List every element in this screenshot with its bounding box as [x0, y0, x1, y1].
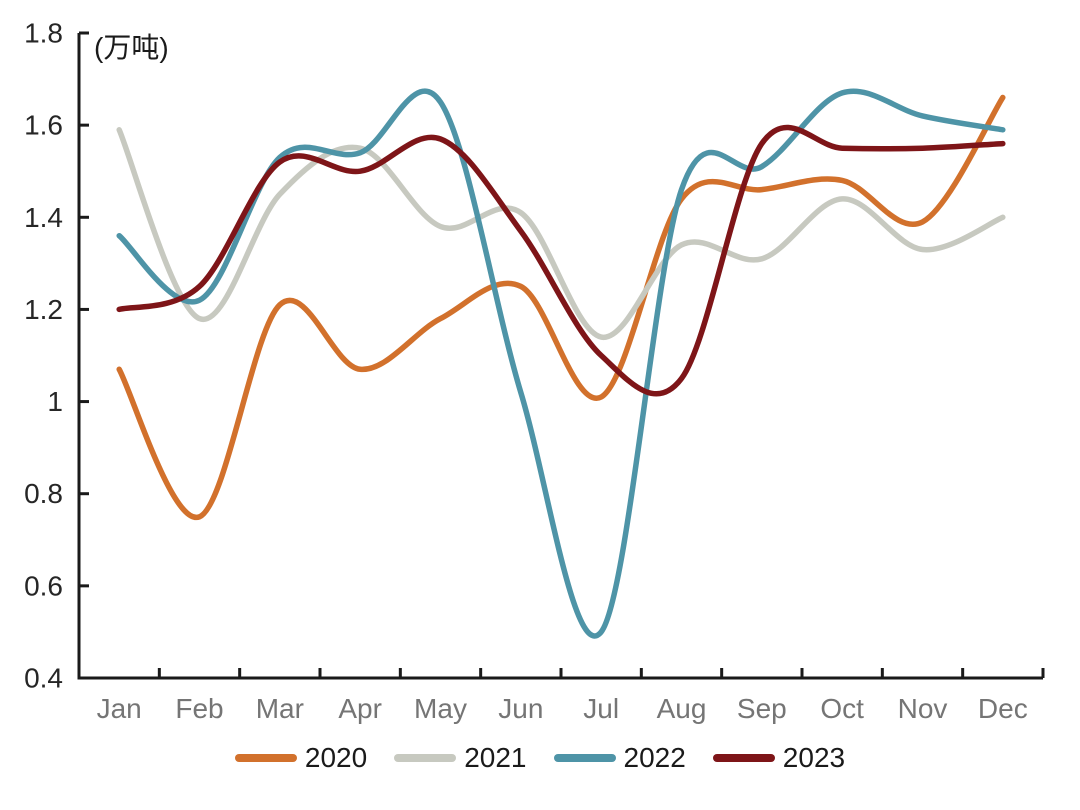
x-axis-tick-label: Apr	[338, 693, 382, 724]
x-axis-tick-label: Feb	[175, 693, 223, 724]
series-line-2021	[116, 127, 1006, 340]
legend-item-2022: 2022	[553, 742, 686, 774]
x-axis-tick-label: Nov	[898, 693, 948, 724]
series-line-2022	[116, 88, 1006, 639]
legend: 2020 2021 2022 2023	[0, 742, 1080, 774]
y-axis-tick-label: 1	[47, 386, 63, 417]
legend-label-2020: 2020	[304, 742, 368, 773]
x-axis-tick-label: Jan	[97, 693, 142, 724]
y-axis-tick-label: 0.6	[24, 570, 63, 601]
x-axis-tick-label: Jun	[498, 693, 543, 724]
legend-swatch-2020	[234, 754, 297, 762]
y-axis-tick-label: 1.2	[24, 294, 63, 325]
x-axis-tick-label: Jul	[583, 693, 619, 724]
y-axis-tick-label: 1.4	[24, 202, 63, 233]
legend-swatch-2021	[394, 754, 457, 762]
y-axis-tick-label: 1.8	[24, 18, 63, 49]
x-axis-tick-label: Mar	[256, 693, 304, 724]
x-axis-tick-label: May	[414, 693, 467, 724]
x-axis-tick-label: Dec	[978, 693, 1028, 724]
y-axis-tick-label: 1.6	[24, 110, 63, 141]
legend-label-2021: 2021	[464, 742, 527, 773]
x-axis-tick-label: Sep	[737, 693, 787, 724]
y-axis-tick-label: 0.4	[24, 663, 63, 694]
legend-item-2021: 2021	[394, 742, 527, 774]
legend-swatch-2022	[553, 754, 616, 762]
legend-label-2022: 2022	[623, 742, 686, 773]
series-line-2020	[116, 94, 1006, 520]
x-axis-tick-label: Oct	[820, 693, 864, 724]
legend-swatch-2023	[712, 754, 775, 762]
legend-label-2023: 2023	[782, 742, 846, 773]
x-axis-tick-label: Aug	[657, 693, 707, 724]
legend-item-2020: 2020	[234, 742, 368, 774]
y-axis-tick-label: 0.8	[24, 478, 63, 509]
legend-item-2023: 2023	[712, 742, 846, 774]
y-axis-unit-label: (万吨)	[94, 32, 169, 63]
series-line-2023	[116, 124, 1006, 397]
